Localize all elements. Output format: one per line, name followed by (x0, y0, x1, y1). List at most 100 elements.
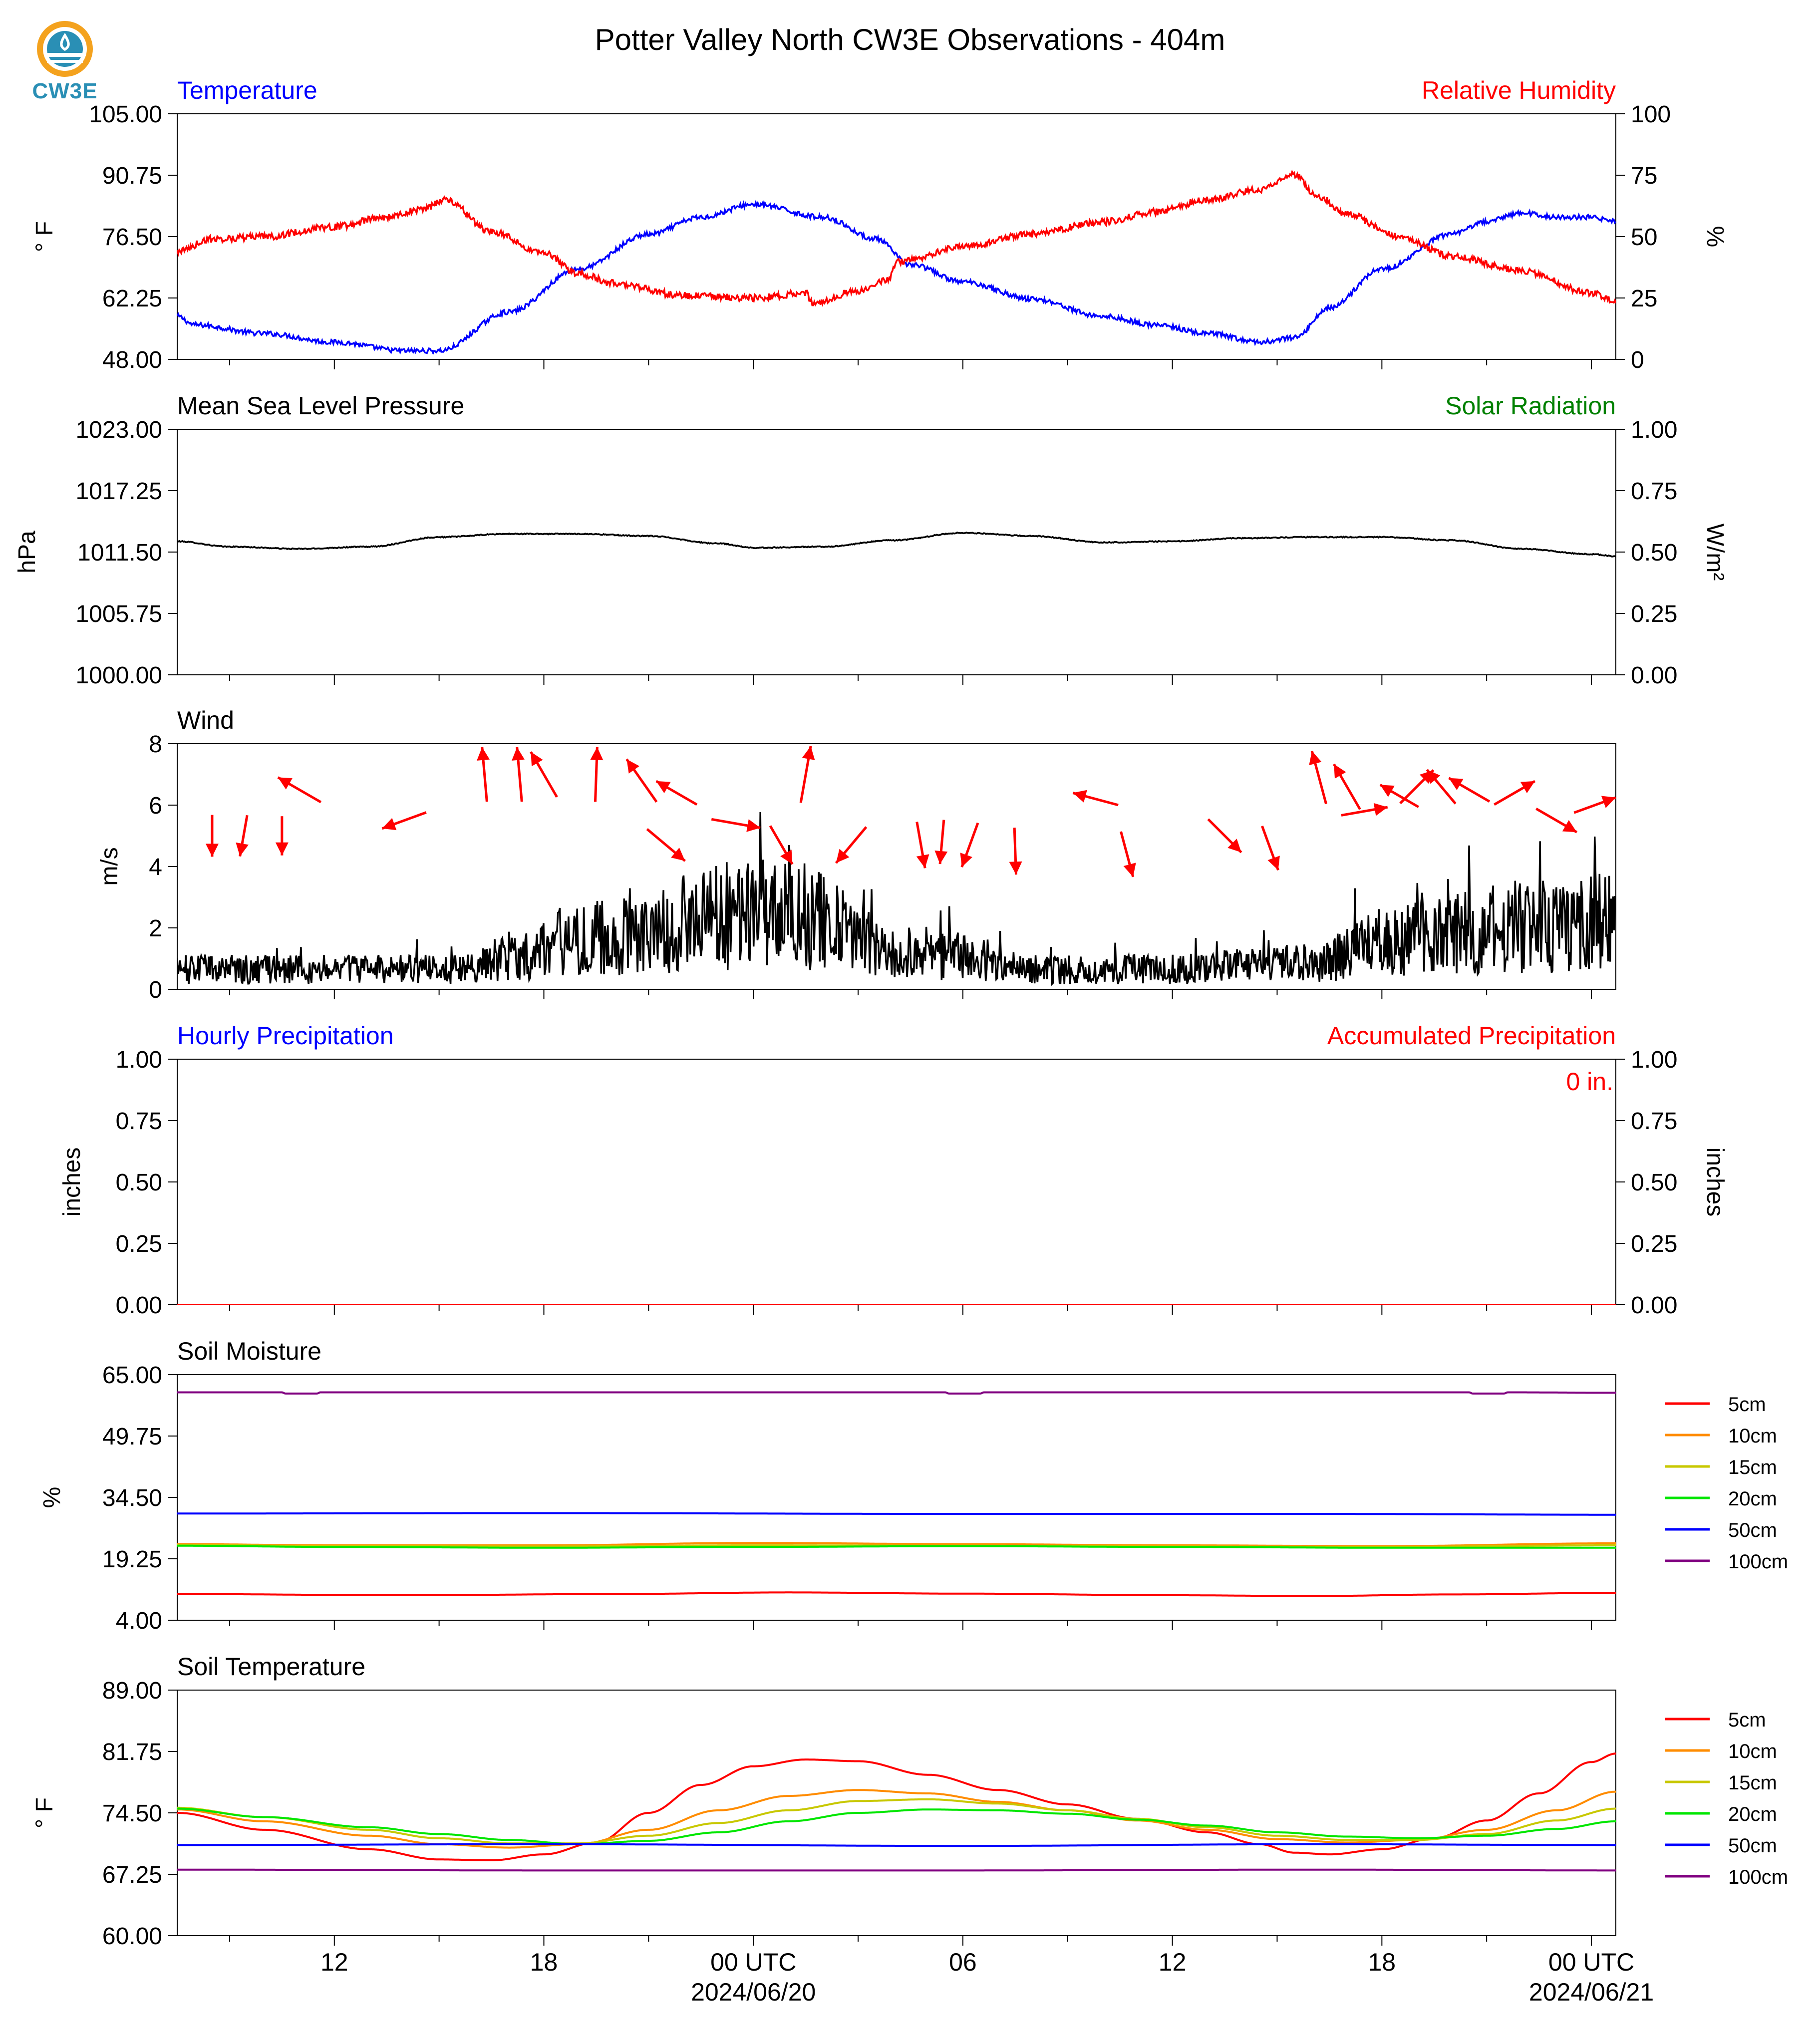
panel-title-left: Soil Temperature (177, 1653, 365, 1681)
wind-arrow (646, 828, 686, 862)
ytick-label: 67.25 (102, 1862, 162, 1888)
panel-title-right: Accumulated Precipitation (1327, 1022, 1616, 1050)
wind-arrow (934, 820, 948, 865)
panel-precip: 0.00 0.25 0.50 0.75 1.00 0.00 0.25 0.50 0.75 1.00… (59, 1022, 1728, 1319)
legend-item-15cm: 15cm (1665, 1772, 1777, 1794)
wind-arrow (530, 751, 558, 798)
ytick-right-label: 0.25 (1631, 1231, 1677, 1257)
ytick-right-label: 25 (1631, 286, 1657, 312)
ytick-label: 60.00 (102, 1923, 162, 1950)
ytick-label: 1000.00 (75, 662, 162, 689)
legend-label: 20cm (1728, 1488, 1777, 1510)
series-line-20cm (177, 1544, 1616, 1549)
series-line-100cm (177, 1391, 1616, 1395)
wind-arrow (1207, 818, 1242, 854)
ytick-label: 0.50 (116, 1169, 162, 1196)
ytick-label: 74.50 (102, 1800, 162, 1827)
ytick-label: 1.00 (116, 1047, 162, 1073)
axes-frame (177, 429, 1616, 675)
series-line (177, 169, 1616, 307)
legend-label: 50cm (1728, 1519, 1777, 1541)
ytick-right-label: 0.50 (1631, 540, 1677, 566)
ylabel: m/s (96, 847, 123, 885)
ylabel-right: inches (1702, 1148, 1728, 1217)
legend-label: 5cm (1728, 1394, 1766, 1416)
legend-item-10cm: 10cm (1665, 1425, 1777, 1447)
panel-title-right: Relative Humidity (1422, 76, 1616, 104)
ytick-label: 48.00 (102, 347, 162, 373)
wind-arrow (1494, 780, 1536, 806)
series-line-15cm (177, 1798, 1616, 1845)
ytick-label: 105.00 (89, 101, 162, 128)
xtick-date-label: 2024/06/21 (1529, 1978, 1654, 2006)
plot-area (177, 1391, 1616, 1597)
wind-arrow (1072, 790, 1119, 807)
legend-label: 20cm (1728, 1803, 1777, 1825)
series-line-5cm (177, 1591, 1616, 1597)
wind-arrow (1009, 828, 1022, 875)
legend-label: 10cm (1728, 1740, 1777, 1762)
xtick-label: 12 (1159, 1948, 1187, 1976)
ytick-right-label: 0.75 (1631, 478, 1677, 505)
legend-item-100cm: 100cm (1665, 1866, 1788, 1888)
ytick-label: 1011.50 (77, 540, 162, 566)
ytick-label: 1017.25 (75, 478, 162, 505)
legend-item-20cm: 20cm (1665, 1488, 1777, 1510)
wind-arrow (835, 826, 868, 864)
ytick-label: 2 (149, 915, 162, 942)
panel-temp-rh: 48.00 62.25 76.50 90.75 105.00 0 25 50 75 100 Temp… (31, 76, 1728, 373)
legend-item-20cm: 20cm (1665, 1803, 1777, 1825)
wind-arrow (1261, 826, 1280, 871)
plot-area (177, 531, 1616, 558)
ytick-label: 4.00 (116, 1608, 162, 1634)
ytick-label: 89.00 (102, 1678, 162, 1704)
ytick-label: 1023.00 (75, 417, 162, 443)
wind-speed-line (177, 812, 1616, 986)
wind-arrow (512, 747, 525, 802)
axes-frame (177, 1059, 1616, 1305)
ytick-right-label: 0.50 (1631, 1169, 1677, 1196)
legend-item-5cm: 5cm (1665, 1394, 1766, 1416)
series-line-10cm (177, 1789, 1616, 1849)
ytick-label: 4 (149, 854, 162, 880)
figure-title: Potter Valley North CW3E Observations - … (595, 23, 1225, 56)
ytick-right-label: 1.00 (1631, 1047, 1677, 1073)
plot-area (177, 812, 1616, 986)
ylabel: inches (59, 1148, 85, 1217)
wind-arrow (769, 825, 794, 865)
ytick-label: 34.50 (102, 1485, 162, 1511)
ylabel-right: W/m² (1702, 524, 1728, 581)
legend-label: 100cm (1728, 1551, 1788, 1573)
legend-item-50cm: 50cm (1665, 1519, 1777, 1541)
panel-title-left: Hourly Precipitation (177, 1022, 394, 1050)
legend-label: 10cm (1728, 1425, 1777, 1447)
ylabel: hPa (14, 531, 40, 574)
panel-wind: 0 2 4 6 8 Wind m/s (96, 706, 1616, 1003)
plot-area (177, 1752, 1616, 1872)
panel-title-left: Temperature (177, 76, 317, 104)
accumulated-precip-value: 0 in. (1566, 1068, 1613, 1096)
wind-arrow (1309, 750, 1328, 805)
legend-item-15cm: 15cm (1665, 1456, 1777, 1478)
water-drop-sun-icon (37, 21, 93, 77)
ylabel: ° F (31, 221, 58, 252)
series-line-50cm (177, 1843, 1616, 1847)
ytick-right-label: 50 (1631, 224, 1657, 251)
legend-label: 50cm (1728, 1835, 1777, 1857)
xtick-label: 12 (320, 1948, 348, 1976)
xtick-label: 18 (1368, 1948, 1396, 1976)
panel-title-left: Wind (177, 706, 234, 734)
wind-arrow (477, 747, 490, 802)
series-line (177, 200, 1616, 355)
wind-arrow (205, 815, 219, 857)
series-line-20cm (177, 1807, 1616, 1845)
ylabel: ° F (31, 1797, 58, 1828)
xtick-label: 00 UTC (1548, 1948, 1634, 1976)
wind-arrow (711, 818, 761, 832)
ytick-label: 8 (149, 731, 162, 758)
plot-area (177, 169, 1616, 355)
ytick-right-label: 0.00 (1631, 1292, 1677, 1319)
ytick-label: 0.75 (116, 1108, 162, 1135)
ytick-label: 81.75 (102, 1739, 162, 1765)
ytick-right-label: 75 (1631, 163, 1657, 189)
